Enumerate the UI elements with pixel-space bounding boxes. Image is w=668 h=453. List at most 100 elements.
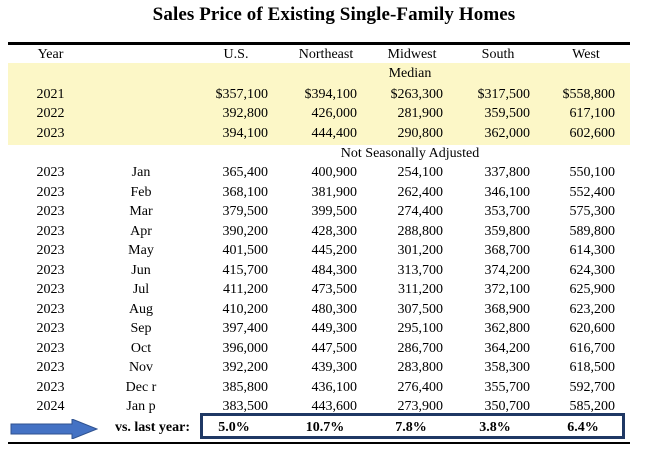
table-row: 2023 Jul 411,200 473,500 311,200 372,100 625,9… <box>0 280 668 299</box>
cell-south: 353,700 <box>484 204 531 219</box>
cell-year: 2023 <box>36 165 65 180</box>
cell-south: 358,300 <box>484 360 531 375</box>
vs-last-year-row: vs. last year: 5.0% 10.7% 7.8% 3.8% 6.4% <box>0 418 668 437</box>
vs-last-year-label: vs. last year: <box>114 420 190 435</box>
cell-month: Nov <box>128 360 154 375</box>
cell-west: 592,700 <box>569 379 616 395</box>
cell-midwest: 311,200 <box>398 282 443 297</box>
table-row: 2023 394,100 444,400 290,800 362,000 602,600 <box>0 124 668 143</box>
cell-midwest: 307,500 <box>397 301 444 317</box>
cell-year: 2023 <box>36 243 65 258</box>
cell-us: 368,100 <box>222 184 269 200</box>
vs-last-year-northeast: 10.7% <box>305 420 345 435</box>
cell-northeast: 473,500 <box>311 282 358 297</box>
cell-us: 379,500 <box>222 204 269 219</box>
table-row: 2023 Nov 392,200 439,300 283,800 358,300 618,5… <box>0 358 668 377</box>
cell-south: 337,800 <box>484 165 531 180</box>
cell-midwest: 274,400 <box>397 204 444 219</box>
cell-year: 2023 <box>36 360 65 375</box>
cell-south: 364,200 <box>484 340 531 356</box>
cell-northeast: 428,300 <box>311 223 358 239</box>
cell-west: 623,200 <box>569 301 616 317</box>
table-row: 2023 Sep 397,400 449,300 295,100 362,800 620,6… <box>0 319 668 338</box>
cell-us: 392,800 <box>222 106 269 122</box>
cell-northeast: 436,100 <box>311 379 358 395</box>
table-row: 2023 May 401,500 445,200 301,200 368,700 614,3… <box>0 241 668 260</box>
vs-last-year-south: 3.8% <box>479 420 511 435</box>
cell-south: 355,700 <box>484 379 531 395</box>
cell-west: 625,900 <box>569 282 616 297</box>
vs-last-year-us: 5.0% <box>218 420 250 435</box>
cell-west: 617,100 <box>569 106 616 122</box>
cell-month: Oct <box>130 340 152 356</box>
vs-last-year-west: 6.4% <box>567 420 599 435</box>
arrow-icon <box>10 419 98 439</box>
table-row: 2023 Apr 390,200 428,300 288,800 359,800 589,8… <box>0 222 668 241</box>
cell-northeast: 445,200 <box>311 243 358 258</box>
cell-midwest: 281,900 <box>397 106 444 122</box>
cell-midwest: 286,700 <box>397 340 444 356</box>
col-header-midwest: Midwest <box>387 47 437 62</box>
cell-west: 602,600 <box>569 125 616 141</box>
cell-us: 383,500 <box>222 399 269 414</box>
cell-west: 589,800 <box>569 223 616 239</box>
cell-northeast: 426,000 <box>311 106 358 122</box>
cell-west: 620,600 <box>569 321 616 336</box>
cell-south: 359,800 <box>484 223 531 239</box>
cell-northeast: 484,300 <box>311 262 358 278</box>
cell-west: 616,700 <box>569 340 616 356</box>
cell-us: 365,400 <box>222 165 269 180</box>
cell-month: Jan <box>131 165 151 180</box>
table-row: 2021 $357,100 $394,100 $263,300 $317,500 $558… <box>0 85 668 104</box>
cell-year: 2023 <box>36 379 65 395</box>
col-header-northeast: Northeast <box>298 47 354 62</box>
cell-northeast: 439,300 <box>311 360 358 375</box>
vs-last-year-midwest: 7.8% <box>395 420 427 435</box>
cell-month: Sep <box>130 321 152 336</box>
cell-south: 362,000 <box>484 125 531 141</box>
cell-west: 575,300 <box>569 204 616 219</box>
cell-northeast: 399,500 <box>311 204 358 219</box>
cell-west: 552,400 <box>569 184 616 200</box>
col-header-year: Year <box>37 47 64 62</box>
cell-northeast: 443,600 <box>311 399 358 414</box>
bottom-rule <box>8 442 630 444</box>
cell-month: Mar <box>129 204 153 219</box>
cell-midwest: 290,800 <box>397 125 444 141</box>
table-title: Sales Price of Existing Single-Family Ho… <box>152 4 516 25</box>
cell-west: 585,200 <box>569 399 616 414</box>
cell-year: 2023 <box>36 204 65 219</box>
cell-south: 362,800 <box>484 321 531 336</box>
cell-year: 2023 <box>36 301 65 317</box>
cell-month: Jan p <box>126 399 156 414</box>
cell-us: 392,200 <box>222 360 269 375</box>
cell-year: 2023 <box>36 321 65 336</box>
table-row: 2023 Jun 415,700 484,300 313,700 374,200 624,3… <box>0 261 668 280</box>
median-highlight <box>8 63 630 145</box>
table-row: 2023 Feb 368,100 381,900 262,400 346,100 552,4… <box>0 183 668 202</box>
cell-us: 411,200 <box>223 282 268 297</box>
cell-midwest: 254,100 <box>397 165 444 180</box>
cell-west: 624,300 <box>569 262 616 278</box>
table-row: 2024 Jan p 383,500 443,600 273,900 350,700 585… <box>0 397 668 416</box>
cell-us: 415,700 <box>222 262 269 278</box>
cell-west: 618,500 <box>569 360 616 375</box>
cell-midwest: 295,100 <box>397 321 444 336</box>
cell-northeast: 480,300 <box>311 301 358 317</box>
table-row: 2023 Mar 379,500 399,500 274,400 353,700 575,3… <box>0 202 668 221</box>
cell-south: 346,100 <box>484 184 531 200</box>
cell-northeast: 400,900 <box>311 165 358 180</box>
cell-year: 2023 <box>36 223 65 239</box>
cell-year: 2023 <box>36 184 65 200</box>
cell-midwest: 276,400 <box>397 379 444 395</box>
cell-month: Jul <box>132 282 150 297</box>
table-row: 2023 Dec r 385,800 436,100 276,400 355,700 592… <box>0 378 668 397</box>
cell-month: May <box>128 243 154 258</box>
cell-month: Jun <box>131 262 151 278</box>
cell-midwest: 262,400 <box>397 184 444 200</box>
cell-us: 397,400 <box>222 321 269 336</box>
cell-midwest: 273,900 <box>397 399 444 414</box>
cell-south: 372,100 <box>484 282 531 297</box>
col-header-us: U.S. <box>223 47 249 62</box>
cell-northeast: 449,300 <box>311 321 358 336</box>
